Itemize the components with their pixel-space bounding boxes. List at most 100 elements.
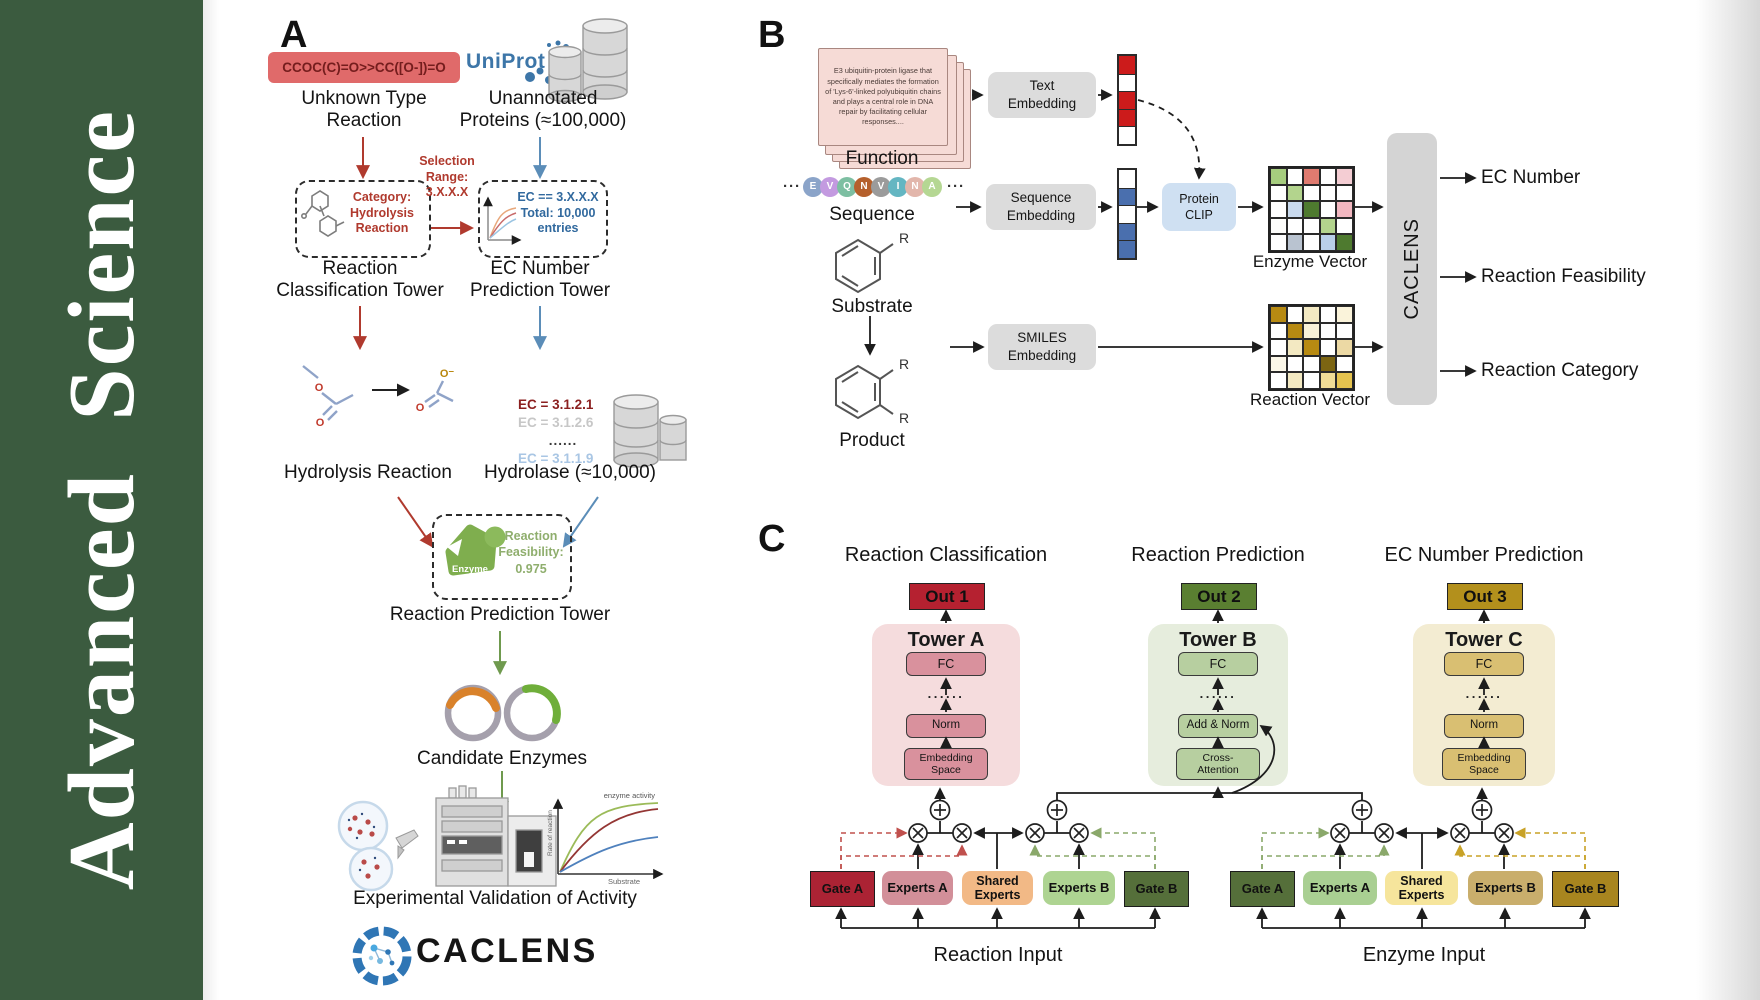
tower-b-panel: Tower B FC ...... Add & Norm Cross- Atte… [1148,624,1288,786]
grid-cell [1319,184,1337,202]
tower-c-dots: ...... [1465,686,1503,701]
output-ec-number: EC Number [1481,167,1581,188]
tower-a-title: Tower A [907,629,985,651]
grid-cell [1303,322,1320,340]
classification-tower-label: Reaction Classification Tower [276,258,444,302]
moe-right-gate-a: Gate A [1230,871,1295,907]
add-op [1471,799,1493,821]
hydrolysis-reaction-label: Hydrolysis Reaction [284,462,452,483]
grid-cell [1319,306,1337,323]
moe-right-shared-experts: Shared Experts [1385,871,1458,905]
grid-cell [1336,217,1353,235]
journal-sidebar: Advanced Science [0,0,203,1000]
residue-circle: V [820,176,840,197]
residue-circle: A [922,176,942,197]
product-molecule-acetate [424,380,454,408]
text-embedding-box: Text Embedding [988,72,1096,118]
tower-a-panel: Tower A FC ...... Norm Embedding Space [872,624,1020,786]
grid-cell [1319,217,1337,235]
gate-dashed-wiring [840,827,1586,869]
caclens-brand-text: CACLENS [416,932,598,970]
kinetics-xlabel: Substrate [608,877,640,886]
grid-cell [1303,306,1320,323]
out2-box: Out 2 [1181,583,1257,610]
grid-cell [1270,355,1287,373]
ec-range-box-text: EC == 3.X.X.X Total: 10,000 entries [517,190,599,236]
moe-left-shared-experts: Shared Experts [962,871,1033,905]
grid-cell [1286,234,1304,251]
cells-pipette-icon [337,800,419,892]
residue-circle: N [854,176,874,197]
grid-cell [1303,201,1320,218]
grid-cell [1336,339,1353,356]
grid-cell [1286,217,1304,235]
grid-cell [1319,339,1337,356]
vector-cell [1119,222,1135,240]
grid-cell [1319,322,1337,340]
moe-left-gate-b: Gate B [1124,871,1189,907]
grid-cell [1319,168,1337,185]
vector-cell [1119,240,1135,258]
moe-right-experts-a: Experts A [1303,871,1377,905]
ec-range-dashed-box [478,180,608,258]
uniprot-logo: UniProt [466,50,546,73]
oxygen-atom-label: O [416,402,425,414]
ec-list-item: EC = 3.1.2.1 [518,397,594,412]
tower-a-norm: Norm [906,714,986,738]
ec-list-item: EC = 3.1.2.6 [518,415,594,430]
sequence-embedding-vector [1117,168,1137,260]
product-molecule [835,364,894,420]
grid-cell [1303,184,1320,202]
substrate-label: Substrate [831,296,913,317]
grid-cell [1270,322,1287,340]
product-label: Product [839,430,905,451]
sidebar-shadow [203,0,219,1000]
enzyme-input-label: Enzyme Input [1362,944,1486,966]
grid-cell [1270,201,1287,218]
grid-cell [1303,372,1320,389]
protein-clip-box: Protein CLIP [1162,183,1236,231]
residue-circle: I [888,176,908,197]
database-icon-hydrolase [613,394,687,468]
experimental-validation-label: Experimental Validation of Activity [353,888,637,909]
grid-cell [1319,355,1337,373]
oxygen-atom-label: O [315,382,324,394]
tower-b-cross-attention: Cross- Attention [1176,748,1260,780]
add-op [1351,799,1373,821]
grid-cell [1286,184,1304,202]
residue-circle: N [905,176,925,197]
ec-tower-label: EC Number Prediction Tower [469,258,611,302]
grid-cell [1336,201,1353,218]
grid-cell [1303,355,1320,373]
reactant-molecule [302,365,354,421]
selection-range-label: Selection Range: 3.X.X.X [419,154,475,200]
tower-c-panel: Tower C FC ...... Norm Embedding Space [1413,624,1555,786]
grid-cell [1303,217,1320,235]
vector-cell [1119,170,1135,188]
grid-cell [1336,355,1353,373]
smiles-reaction-box: CCOC(C)=O>>CC([O-])=O [268,52,460,83]
category-box-text: Category: Hydrolysis Reaction [350,190,414,236]
moe-right-gate-b: Gate B [1552,871,1619,907]
substituent-label: R [899,410,909,426]
grid-cell [1270,217,1287,235]
caclens-model-label: CACLENS [1400,218,1423,320]
hydrolase-label: Hydrolase (≈10,000) [483,462,656,483]
function-card-text: E3 ubiquitin-protein ligase that specifi… [825,66,941,127]
output-reaction-feasibility: Reaction Feasibility [1481,266,1646,287]
output-reaction-category: Reaction Category [1481,360,1639,381]
residue-circle: V [871,176,891,197]
ec-list-ellipsis: ...... [548,433,578,448]
grid-cell [1319,201,1337,218]
panel-b-label: B [758,14,786,56]
vector-cell [1119,205,1135,223]
oxygen-anion-label: O⁻ [440,368,455,380]
tower-a-dots: ...... [927,686,965,701]
category-dashed-box [295,180,431,258]
vector-cell [1119,91,1135,109]
moe-left-experts-b: Experts B [1043,871,1115,905]
substituent-label: R [899,356,909,372]
moe-left-gate-a: Gate A [810,871,875,907]
caclens-model-block: CACLENS [1387,133,1437,405]
